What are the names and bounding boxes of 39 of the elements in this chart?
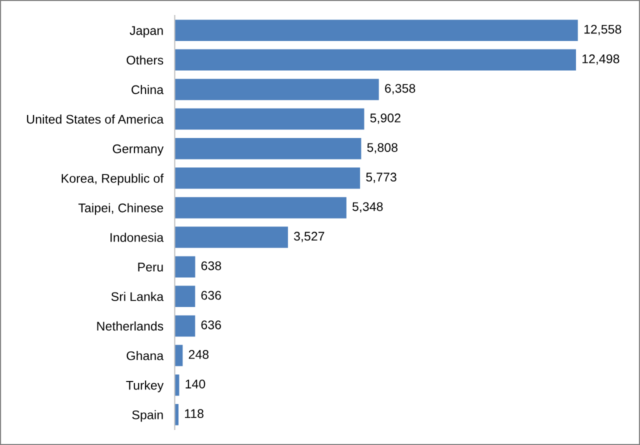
y-tick-label: China xyxy=(132,84,164,94)
bar xyxy=(174,108,364,130)
bar xyxy=(174,20,578,41)
data-label: 5,902 xyxy=(370,114,400,124)
y-tick-label: Korea, Republic of xyxy=(62,174,164,186)
bar xyxy=(174,226,288,248)
data-label: 5,808 xyxy=(367,143,398,154)
bar xyxy=(174,256,196,278)
data-label: 636 xyxy=(201,320,221,330)
y-tick-label: Netherlands xyxy=(97,321,164,331)
y-tick-label: Indonesia xyxy=(110,232,164,242)
data-label: 6,358 xyxy=(385,84,416,94)
data-label: 636 xyxy=(201,290,221,300)
y-tick-label: Germany xyxy=(112,144,164,156)
data-label: 12,558 xyxy=(584,24,622,36)
y-tick-label: Turkey xyxy=(126,380,164,392)
data-label: 5,773 xyxy=(366,172,396,183)
y-tick-label: Taipei, Chinese xyxy=(78,203,164,215)
bar xyxy=(174,315,196,337)
bar xyxy=(174,286,196,308)
data-label: 5,348 xyxy=(352,202,383,213)
data-label: 248 xyxy=(188,350,209,359)
data-label: 3,527 xyxy=(294,232,324,242)
bar xyxy=(174,197,346,218)
data-label: 118 xyxy=(185,409,204,418)
y-tick-label: United States of America xyxy=(27,114,164,124)
y-tick-label: Japan xyxy=(130,26,163,38)
y-tick-label: Peru xyxy=(138,262,163,272)
data-label: 12,498 xyxy=(582,54,620,65)
bar xyxy=(174,138,362,160)
data-label: 140 xyxy=(186,380,206,388)
y-tick-label: Spain xyxy=(132,410,163,422)
data-label: 638 xyxy=(201,261,222,270)
bar xyxy=(174,168,360,189)
bar xyxy=(174,49,576,71)
y-tick-label: Sri Lanka xyxy=(111,292,164,302)
y-tick-label: Others xyxy=(126,55,164,65)
y-tick-label: Ghana xyxy=(126,350,164,360)
bar xyxy=(174,78,379,100)
